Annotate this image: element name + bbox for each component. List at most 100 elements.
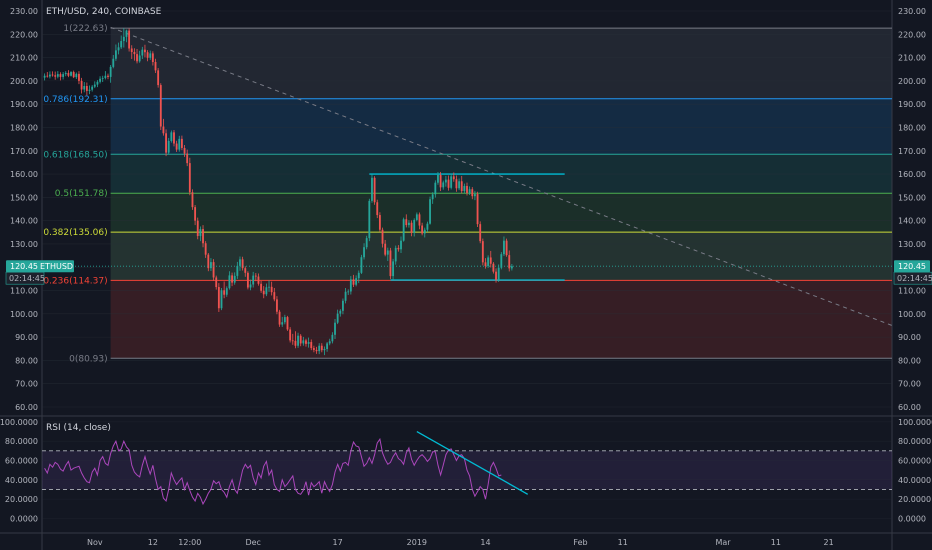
candle-body: [239, 259, 241, 266]
candle-body: [468, 189, 471, 193]
candle-body: [500, 254, 503, 268]
candle-body: [217, 287, 220, 309]
candle-body: [510, 266, 513, 269]
candle: [188, 157, 191, 196]
candle-body: [212, 262, 215, 278]
candle-body: [173, 132, 175, 144]
time-tick: 11: [618, 538, 628, 547]
candle: [56, 71, 59, 79]
candle-body: [423, 229, 426, 234]
candle: [458, 178, 461, 191]
candle-body: [371, 177, 373, 201]
candle-body: [78, 73, 80, 81]
price-badge-right: [894, 260, 930, 273]
candle: [196, 217, 199, 240]
price-tick-right: 60.00: [898, 403, 921, 412]
candle: [180, 135, 183, 151]
candle: [173, 130, 175, 147]
candle-body: [336, 313, 339, 323]
candle: [149, 50, 152, 60]
rsi-trendline[interactable]: [416, 430, 529, 495]
price-axis-right[interactable]: 60.0070.0080.0090.00100.00110.00120.0013…: [893, 7, 932, 523]
candle-body: [51, 74, 54, 76]
candle: [199, 226, 202, 242]
candle: [429, 196, 431, 225]
candle: [347, 289, 350, 295]
candle: [283, 314, 286, 325]
candle-body: [157, 70, 160, 86]
candle-body: [85, 86, 88, 91]
candle-body: [365, 238, 368, 248]
candle-body: [130, 48, 133, 52]
candle-body: [56, 74, 59, 77]
candle: [146, 50, 149, 62]
price-tick-right: 100.00: [898, 310, 926, 319]
candle-body: [178, 138, 181, 150]
candle: [72, 70, 75, 79]
candle: [99, 76, 101, 84]
candle: [88, 85, 91, 95]
candle-body: [270, 286, 273, 293]
candle: [223, 281, 226, 299]
time-axis[interactable]: Nov 12 12:00 Dec 17 2019 14 Feb 11 Mar 11 21: [87, 538, 834, 547]
candle: [291, 333, 294, 345]
candle-body: [463, 185, 466, 192]
candle-body: [120, 41, 123, 48]
candle: [125, 29, 128, 43]
candle-body: [326, 343, 329, 350]
candle-body: [268, 286, 270, 288]
candle-body: [107, 75, 109, 77]
candle-body: [397, 247, 400, 250]
candle: [204, 241, 207, 258]
candle-body: [289, 329, 292, 341]
candle-body: [318, 345, 321, 352]
candle-body: [410, 222, 413, 233]
price-tick-right: 180.00: [898, 123, 926, 132]
candle-body: [302, 340, 305, 344]
candle-body: [331, 334, 334, 342]
candle: [239, 256, 241, 271]
candle: [270, 281, 273, 296]
price-badge-right-value: 120.45: [898, 262, 926, 271]
price-tick-right: 170.00: [898, 147, 926, 156]
candles: [43, 28, 513, 356]
candle: [471, 187, 474, 200]
candle: [225, 286, 228, 297]
price-axis-left[interactable]: 60.0070.0080.0090.00100.00110.00120.0013…: [0, 7, 74, 523]
candle: [162, 118, 165, 136]
price-tick-left: 160.00: [10, 170, 38, 179]
candle: [487, 255, 490, 268]
candle: [154, 58, 157, 73]
candle: [286, 315, 289, 331]
candle: [117, 42, 120, 55]
candle-body: [466, 185, 468, 193]
candle: [371, 174, 373, 203]
candle: [120, 35, 123, 49]
candle-body: [91, 86, 94, 90]
candle-body: [439, 174, 442, 188]
candle: [257, 273, 260, 286]
candle: [392, 258, 395, 281]
candle: [67, 70, 70, 78]
candle-body: [183, 147, 186, 154]
candle: [315, 346, 318, 354]
price-tick-left: 190.00: [10, 100, 38, 109]
candle-body: [455, 179, 458, 189]
candle: [336, 309, 339, 325]
candle-body: [392, 261, 395, 277]
candle: [479, 221, 482, 244]
candle: [244, 266, 247, 277]
candle-body: [415, 214, 418, 220]
candle: [489, 250, 492, 268]
candle-body: [503, 240, 505, 255]
candle-body: [381, 229, 384, 244]
trend-lines[interactable]: [110, 26, 893, 326]
candle: [186, 149, 189, 167]
candle-body: [64, 72, 67, 75]
symbol-badge-left: ETHUSD: [40, 262, 73, 271]
descending-trendline[interactable]: [110, 26, 893, 326]
candle: [410, 220, 413, 237]
candle: [363, 243, 365, 260]
candle-body: [342, 300, 344, 311]
